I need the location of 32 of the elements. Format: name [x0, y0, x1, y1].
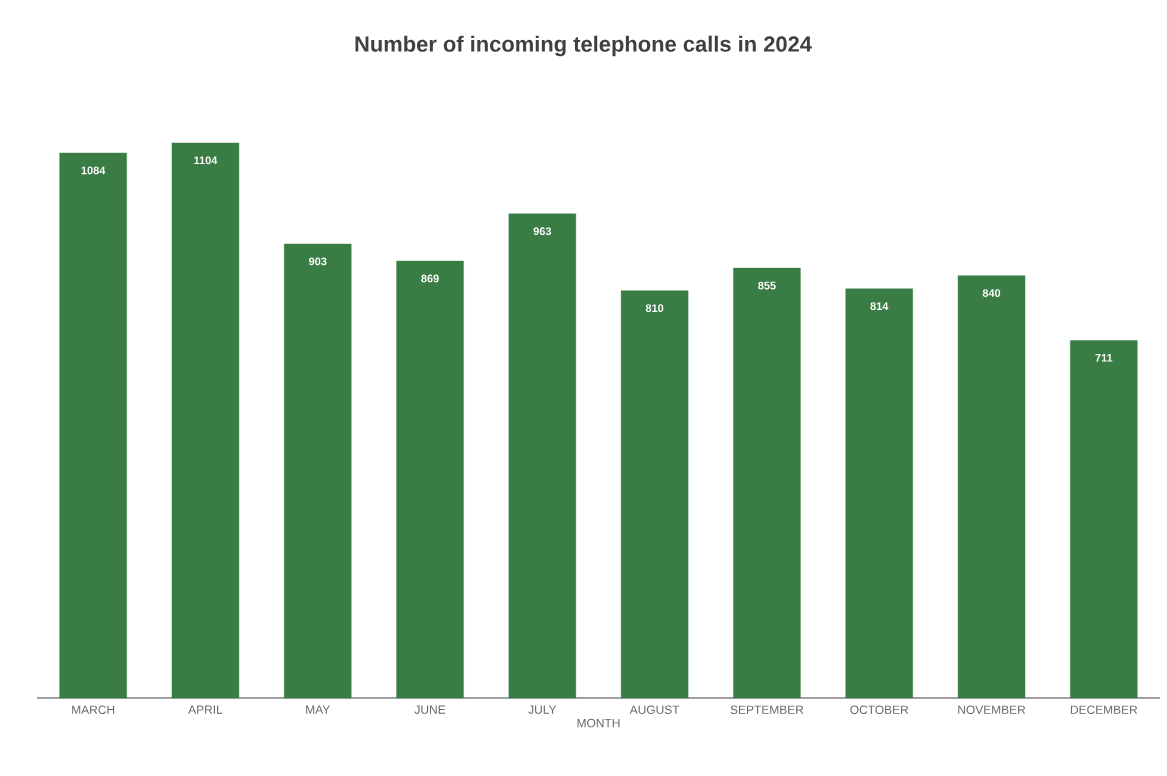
x-tick-label: JULY — [528, 705, 557, 714]
bar — [59, 152, 127, 699]
bar — [171, 142, 240, 699]
x-tick-label: NOVEMBER — [958, 705, 1026, 714]
x-axis-title: MONTH — [577, 718, 620, 728]
data-label: 810 — [645, 304, 664, 313]
x-tick-label: MARCH — [72, 705, 115, 714]
bar — [845, 288, 913, 699]
data-label: 711 — [1095, 354, 1113, 362]
x-tick-label: AUGUST — [629, 705, 680, 714]
x-tick-label: OCTOBER — [850, 705, 909, 714]
x-tick-label: APRIL — [188, 705, 223, 714]
bar — [508, 213, 577, 699]
data-label: 903 — [308, 257, 327, 266]
bar — [396, 260, 464, 699]
data-label: 963 — [533, 227, 552, 236]
x-tick-label: DECEMBER — [1070, 705, 1138, 714]
bar — [957, 275, 1026, 699]
bar — [733, 267, 801, 699]
data-label: 855 — [758, 281, 776, 290]
x-tick-label: SEPTEMBER — [730, 705, 804, 714]
x-tick-label: JUNE — [414, 705, 446, 714]
chart-title: Number of incoming telephone calls in 2024 — [355, 35, 812, 57]
x-tick-label: MAY — [306, 705, 330, 714]
bar — [1070, 340, 1138, 699]
data-label: 840 — [982, 289, 1001, 297]
data-label: 1104 — [194, 156, 218, 165]
data-label: 814 — [870, 302, 889, 311]
bar — [284, 243, 352, 699]
data-label: 1084 — [81, 166, 106, 175]
bar — [620, 290, 689, 699]
data-label: 869 — [421, 274, 439, 283]
